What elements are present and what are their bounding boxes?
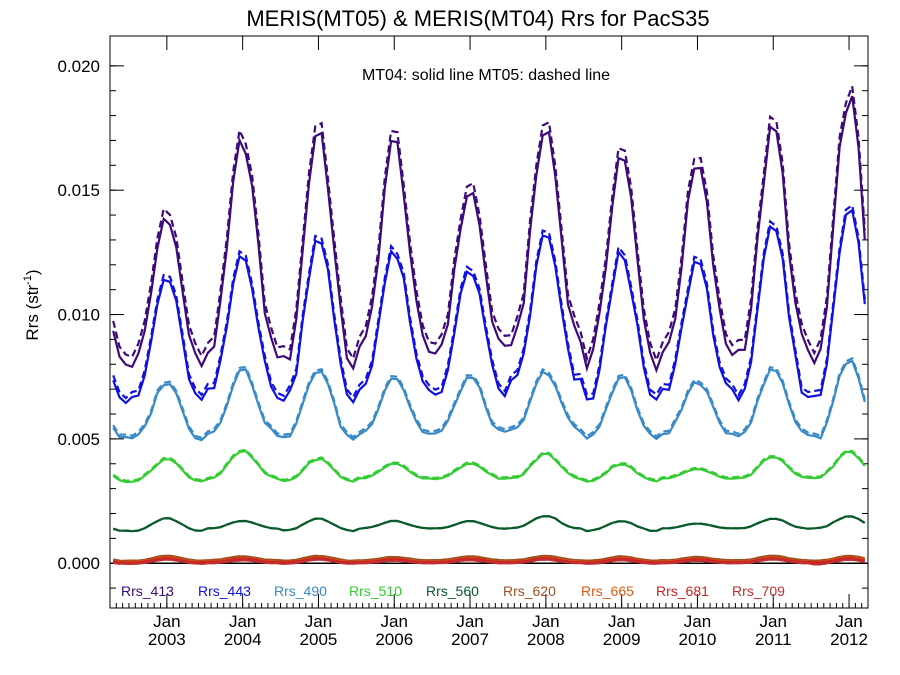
series-line-rrs_413-mt04 — [112, 95, 866, 374]
series-line-rrs_560-mt05 — [112, 515, 866, 533]
x-tick-label-month: Jan — [760, 612, 787, 631]
series-line-rrs_510-mt05 — [112, 448, 866, 482]
chart-title: MERIS(MT05) & MERIS(MT04) Rrs for PacS35 — [246, 6, 709, 31]
chart-subtitle: MT04: solid line MT05: dashed line — [362, 67, 610, 84]
legend-item-rrs_510: Rrs_510 — [349, 583, 402, 599]
y-axis-label-sup: -1 — [22, 275, 34, 285]
y-axis-label-close: ) — [23, 269, 42, 275]
x-tick-label-year: 2010 — [679, 630, 717, 649]
y-tick-label: 0.010 — [57, 306, 100, 325]
x-tick-label-month: Jan — [684, 612, 711, 631]
x-tick-label-month: Jan — [456, 612, 483, 631]
series-line-rrs_560-mt04 — [112, 515, 866, 533]
legend-item-rrs_443: Rrs_443 — [198, 583, 251, 599]
legend-item-rrs_560: Rrs_560 — [426, 583, 479, 599]
legend-item-rrs_490: Rrs_490 — [274, 583, 327, 599]
y-tick-label: 0.020 — [57, 57, 100, 76]
legend-item-rrs_665: Rrs_665 — [581, 583, 634, 599]
plot-area: 0.0000.0050.0100.0150.020Jan2003Jan2004J… — [57, 35, 869, 649]
y-tick-label: 0.015 — [57, 181, 100, 200]
y-axis-label: Rrs (str-1) — [22, 269, 42, 340]
series-line-rrs_490-mt05 — [112, 356, 866, 439]
x-tick-label-year: 2004 — [224, 630, 262, 649]
plot-frame — [109, 35, 869, 609]
x-tick-label-month: Jan — [229, 612, 256, 631]
x-tick-label-year: 2008 — [527, 630, 565, 649]
x-tick-label-year: 2011 — [755, 630, 792, 649]
y-tick-label: 0.000 — [57, 554, 100, 573]
x-tick-label-year: 2003 — [148, 630, 186, 649]
x-tick-label-month: Jan — [608, 612, 635, 631]
x-tick-label-year: 2007 — [451, 630, 489, 649]
x-tick-label-year: 2006 — [375, 630, 413, 649]
x-tick-label-month: Jan — [381, 612, 408, 631]
x-tick-label-year: 2005 — [300, 630, 338, 649]
series-line-rrs_490-mt04 — [112, 359, 866, 442]
series-line-rrs_709-mt05 — [113, 558, 866, 566]
x-tick-label-month: Jan — [305, 612, 332, 631]
legend-item-rrs_620: Rrs_620 — [503, 583, 556, 599]
legend-item-rrs_681: Rrs_681 — [656, 583, 709, 599]
legend-item-rrs_413: Rrs_413 — [121, 583, 174, 599]
x-tick-label-month: Jan — [835, 612, 862, 631]
series-line-rrs_443-mt05 — [112, 203, 866, 400]
series-line-rrs_413-mt05 — [112, 85, 866, 364]
x-tick-label-year: 2009 — [603, 630, 641, 649]
x-tick-label-year: 2012 — [830, 630, 868, 649]
y-tick-label: 0.005 — [57, 430, 100, 449]
y-axis-label-main: Rrs (str — [23, 285, 42, 341]
series-line-rrs_510-mt04 — [112, 449, 866, 484]
series-line-rrs_620-mt05 — [113, 554, 866, 563]
legend-item-rrs_709: Rrs_709 — [732, 583, 785, 599]
x-tick-label-month: Jan — [153, 612, 180, 631]
x-tick-label-month: Jan — [532, 612, 559, 631]
